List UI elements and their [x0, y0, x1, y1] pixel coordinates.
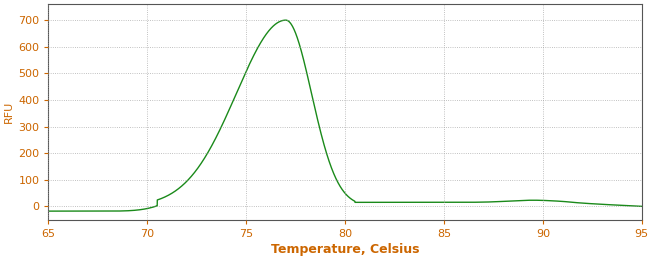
Y-axis label: RFU: RFU [4, 101, 14, 123]
X-axis label: Temperature, Celsius: Temperature, Celsius [271, 243, 419, 256]
